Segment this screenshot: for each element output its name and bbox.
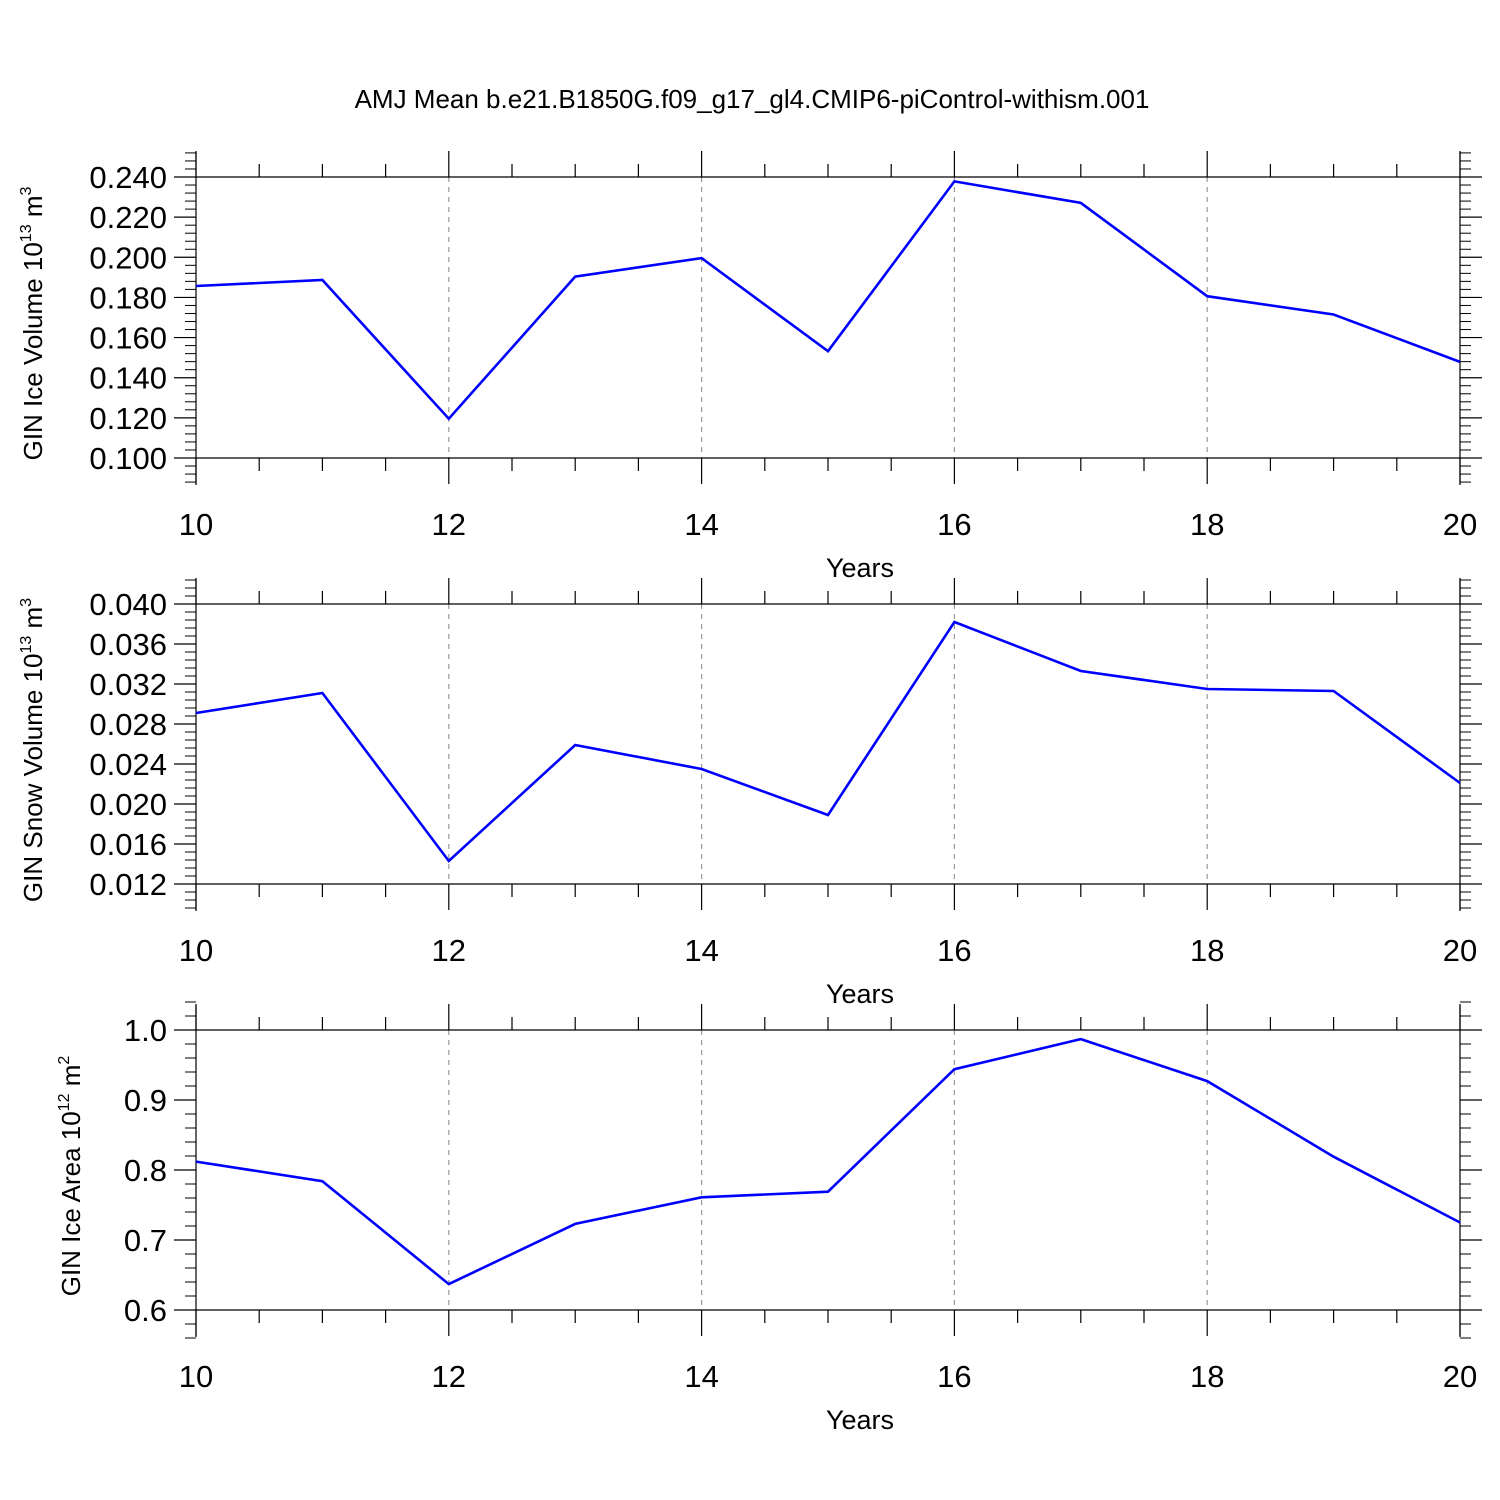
ice-area-xtick-label-5: 20 [1443,1359,1477,1394]
snow-volume-ylabel: GIN Snow Volume 1013 m3 [18,598,48,902]
panel-snow-volume: 10 12 14 16 18 20 Years 0.012 0.016 0.020 0.024 0.0… [18,578,1482,1009]
snow-volume-xtick-label-3: 16 [937,933,971,968]
ice-volume-yticks [174,152,1482,483]
ice-area-ytick-label-3: 0.9 [124,1083,167,1118]
snow-volume-ytick-label-4: 0.028 [89,707,167,742]
ice-volume-ytick-label-0: 0.100 [89,441,167,476]
ice-volume-xticks [195,151,1461,484]
ice-volume-xtick-label-5: 20 [1443,507,1477,542]
ice-area-ytick-label-1: 0.7 [124,1223,167,1258]
ice-volume-xtick-label-4: 18 [1190,507,1224,542]
snow-volume-series-line [195,620,1461,863]
ice-volume-ylabel: GIN Ice Volume 1013 m3 [18,186,48,460]
snow-volume-ytick-label-3: 0.024 [89,747,167,782]
ice-volume-xtick-label-1: 12 [432,507,466,542]
snow-volume-ytick-label-6: 0.036 [89,627,167,662]
snow-volume-ytick-label-7: 0.040 [89,587,167,622]
ice-area-series-line [195,1037,1461,1286]
ice-volume-ytick-label-2: 0.140 [89,361,167,396]
snow-volume-ytick-label-5: 0.032 [89,667,167,702]
snow-volume-xtick-label-1: 12 [432,933,466,968]
ice-area-xticks [195,1004,1461,1336]
ice-volume-xtick-label-2: 14 [684,507,718,542]
ice-area-yticks [174,1001,1482,1339]
ice-area-xtick-label-1: 12 [432,1359,466,1394]
ice-area-ytick-label-2: 0.8 [124,1153,167,1188]
ice-volume-ytick-label-7: 0.240 [89,160,167,195]
ice-volume-ytick-label-4: 0.180 [89,280,167,315]
figure-title: AMJ Mean b.e21.B1850G.f09_g17_gl4.CMIP6-… [354,84,1150,114]
snow-volume-xtick-label-2: 14 [684,933,718,968]
snow-volume-xtick-label-0: 10 [179,933,213,968]
snow-volume-xlabel: Years [826,979,894,1009]
ice-volume-ytick-label-3: 0.160 [89,321,167,356]
snow-volume-xticks [195,578,1461,910]
ice-area-ytick-label-0: 0.6 [124,1293,167,1328]
ice-area-xtick-label-2: 14 [684,1359,718,1394]
snow-volume-xtick-label-4: 18 [1190,933,1224,968]
ice-volume-xtick-label-0: 10 [179,507,213,542]
ice-volume-xtick-label-3: 16 [937,507,971,542]
ice-area-xtick-label-0: 10 [179,1359,213,1394]
ice-volume-ytick-label-5: 0.200 [89,240,167,275]
ice-volume-ytick-label-6: 0.220 [89,200,167,235]
panel-ice-volume: 10 12 14 16 18 20 Years 0.100 0.120 0.140 0.160 0.1… [18,151,1482,583]
snow-volume-xtick-label-5: 20 [1443,933,1477,968]
ice-area-xtick-label-3: 16 [937,1359,971,1394]
ice-area-ytick-label-4: 1.0 [124,1013,167,1048]
snow-volume-yticks [174,579,1482,909]
ice-volume-ytick-label-1: 0.120 [89,401,167,436]
ice-area-xtick-label-4: 18 [1190,1359,1224,1394]
ice-area-ylabel: GIN Ice Area 1012 m2 [56,1056,86,1297]
snow-volume-ytick-label-0: 0.012 [89,867,167,902]
panel-ice-area: 10 12 14 16 18 20 Years 0.6 0.7 0.8 0.9 1.0 GIN Ice … [56,1001,1482,1435]
snow-volume-ytick-label-1: 0.016 [89,827,167,862]
snow-volume-ytick-label-2: 0.020 [89,787,167,822]
ice-volume-xlabel: Years [826,553,894,583]
ice-area-xlabel: Years [826,1405,894,1435]
ice-volume-series-line [195,179,1461,421]
